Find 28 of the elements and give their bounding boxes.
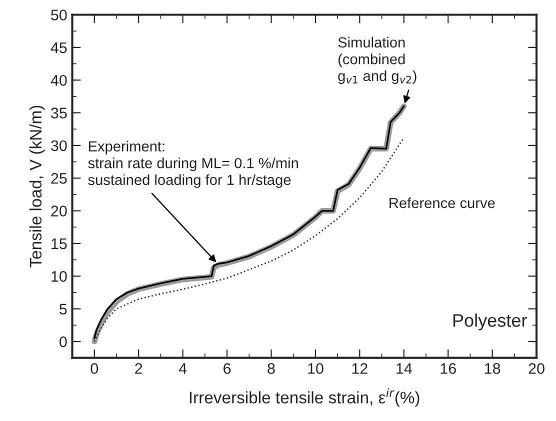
y-tick-label: 40 (50, 74, 67, 86)
x-tick-label: 12 (352, 363, 368, 374)
y-tick-label: 25 (51, 172, 67, 184)
y-tick-label: 35 (51, 108, 67, 118)
y-tick-label: 50 (51, 10, 67, 20)
annotation: Simulation (combined g$_{v1}$ and g$_{v2}$) (338, 36, 416, 84)
x-tick-label: 6 (224, 363, 231, 374)
x-tick-label: 20 (528, 363, 544, 374)
y-axis-title: Tensile load, V (kN/m) (29, 106, 45, 268)
x-tick-label: 2 (135, 363, 142, 374)
x-tick-label: 8 (268, 363, 275, 374)
x-tick-label: 4 (178, 363, 187, 374)
annotation: Polyester (453, 314, 527, 330)
x-tick-label: 14 (396, 363, 412, 374)
x-tick-label: 16 (440, 363, 456, 374)
y-tick-label: 5 (60, 304, 67, 315)
x-axis-title: Irreversible tensile strain, ε$^{ir}$(%) (190, 388, 420, 407)
x-tick-label: 10 (308, 363, 324, 374)
x-tick-label: 18 (484, 363, 500, 374)
annotation: Experiment: strain rate during ML= 0.1 %/min sustained loading for 1 hr/stage (88, 140, 298, 188)
y-tick-label: 20 (51, 206, 67, 216)
y-tick-label: 15 (52, 238, 67, 250)
y-tick-label: 0 (60, 336, 67, 348)
y-tick-label: 45 (50, 42, 67, 54)
x-tick-label: 0 (90, 363, 98, 374)
y-tick-label: 10 (52, 271, 67, 282)
annotation: Reference curve (390, 197, 495, 208)
y-tick-label: 30 (51, 140, 67, 152)
